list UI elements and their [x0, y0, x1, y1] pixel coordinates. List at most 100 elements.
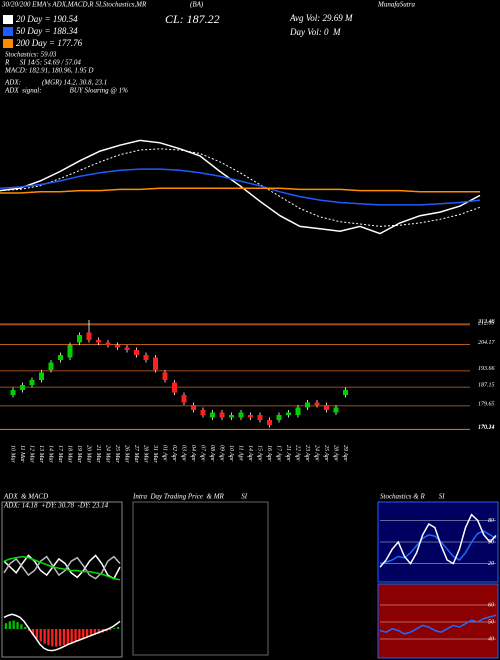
x-tick-label: 21 Apr [285, 445, 291, 462]
y-tick-label: 212.05 [478, 320, 495, 326]
histogram-bar [8, 621, 11, 629]
y-tick-label: 187.15 [478, 383, 495, 389]
candle-body [238, 412, 244, 418]
y-tick-label: 60 [488, 602, 494, 608]
day-volume: Day Vol: 0 M [289, 27, 341, 37]
histogram-bar [43, 629, 46, 644]
series-line [0, 139, 481, 235]
close-price: CL: 187.22 [165, 12, 220, 26]
x-tick-label: 03 Apr [181, 445, 187, 462]
candle-body [105, 342, 111, 345]
y-tick-label: 204.17 [478, 339, 496, 346]
x-tick-label: 28 Mar [143, 445, 149, 463]
candle-body [77, 335, 82, 343]
x-tick-label: 01 Apr [162, 445, 168, 462]
histogram-bar [51, 629, 54, 647]
histogram-bar [16, 622, 19, 629]
x-tick-label: 25 Apr [323, 445, 329, 462]
candle-body [96, 340, 101, 343]
x-tick-label: 07 Apr [200, 445, 206, 462]
x-tick-label: 31 Mar [152, 444, 158, 463]
x-tick-label: 25 Mar [114, 445, 120, 463]
x-tick-label: 21 Mar [95, 445, 101, 463]
x-tick-label: 22 Apr [295, 445, 301, 462]
series-line [379, 530, 497, 565]
legend-label: 200 Day = 177.76 [16, 38, 83, 48]
histogram-bar [20, 624, 23, 629]
x-tick-label: 17 Mar [57, 445, 63, 463]
x-tick-label: 24 Apr [314, 445, 321, 462]
candle-body [29, 380, 35, 385]
x-tick-label: 17 Apr [276, 445, 282, 462]
candle-body [343, 390, 348, 395]
candle-body [172, 382, 177, 393]
candle-body [67, 345, 73, 358]
histogram-bar [82, 629, 85, 640]
x-tick-label: 14 Mar [48, 445, 55, 463]
y-tick-label: 20 [488, 561, 494, 567]
panel-title: ADX & MACD [3, 493, 48, 501]
series-line [3, 554, 121, 580]
x-tick-label: 19 Mar [76, 445, 82, 463]
x-tick-label: 29 Apr [342, 445, 348, 462]
histogram-bar [85, 629, 89, 638]
candle-body [162, 372, 168, 380]
candle-body [58, 355, 63, 360]
histogram-bar [78, 629, 81, 641]
series-line [0, 168, 481, 206]
histogram-bar [97, 629, 100, 634]
candle-body [333, 407, 339, 413]
x-tick-label: 09 Apr [219, 445, 225, 462]
candle-body [115, 345, 120, 348]
histogram-bar [66, 629, 69, 645]
histogram-bar [93, 629, 97, 635]
histogram-bar [35, 629, 39, 639]
legend-swatch [3, 27, 13, 36]
series-line [0, 187, 480, 194]
x-tick-label: 14 Apr [247, 445, 254, 462]
candle-body [181, 395, 187, 403]
histogram-bar [89, 629, 93, 636]
candle-body [257, 415, 263, 420]
stochastics-text: Stochastics: 59.03 [5, 51, 57, 59]
candle-body [86, 332, 92, 340]
histogram-bar [55, 629, 58, 647]
series-line [3, 555, 121, 581]
candle-body [229, 415, 234, 418]
histogram-bar [47, 629, 50, 646]
y-tick-label: 179.65 [478, 401, 495, 407]
histogram-bar [109, 629, 112, 631]
candle-body [134, 350, 139, 355]
x-tick-label: 18 Mar [67, 445, 73, 463]
histogram-bar [74, 629, 77, 642]
macd-text: MACD: 182.91, 180.96, 1.95 D [4, 67, 93, 75]
y-tick-label: 193.66 [478, 366, 495, 372]
histogram-bar [113, 628, 116, 629]
adx-text: ADX: (MGR) 14.2, 30.8, 23.1 [4, 79, 107, 87]
y-tick-label: 80 [488, 518, 494, 524]
x-tick-label: 12 Mar [29, 445, 35, 463]
candle-body [48, 362, 54, 370]
candle-body [10, 390, 16, 395]
legend-label: 20 Day = 190.54 [16, 14, 78, 24]
panel-title: Stochastics & R SI [380, 493, 445, 501]
histogram-bar [24, 627, 27, 629]
histogram-bar [70, 629, 73, 643]
candle-body [219, 412, 225, 418]
candle-body [286, 412, 291, 415]
y-tick-label: 50 [488, 539, 494, 545]
candle-body [314, 402, 320, 405]
y-tick-label: 50 [488, 619, 494, 625]
x-tick-label: 13 Mar [38, 445, 44, 463]
candle-body [124, 347, 130, 350]
candle-body [276, 415, 282, 420]
candle-body [324, 405, 329, 410]
histogram-bar [58, 629, 62, 646]
series-line [3, 613, 121, 652]
x-tick-label: 11 Mar [19, 445, 25, 463]
legend-swatch [3, 15, 13, 24]
candle-body [153, 357, 158, 370]
histogram-bar [116, 627, 120, 629]
